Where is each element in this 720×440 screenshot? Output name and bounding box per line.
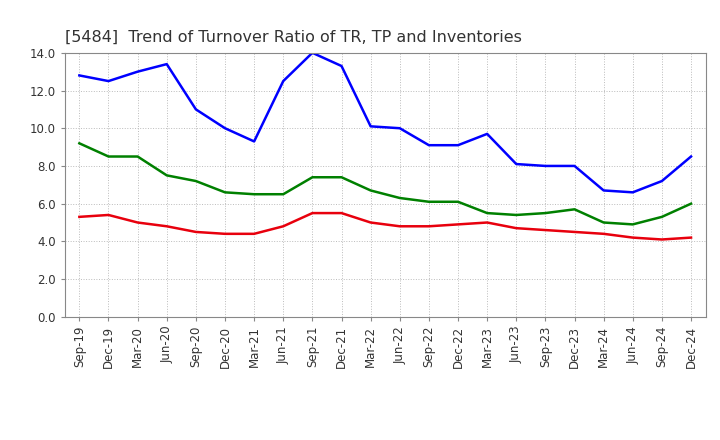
Inventories xyxy=(629,222,637,227)
Trade Receivables xyxy=(425,224,433,229)
Line: Trade Payables: Trade Payables xyxy=(79,53,691,192)
Trade Receivables xyxy=(75,214,84,220)
Trade Receivables xyxy=(483,220,492,225)
Trade Receivables xyxy=(512,226,521,231)
Trade Payables xyxy=(425,143,433,148)
Trade Receivables xyxy=(629,235,637,240)
Trade Payables xyxy=(192,107,200,112)
Trade Payables xyxy=(250,139,258,144)
Inventories xyxy=(337,175,346,180)
Trade Receivables xyxy=(279,224,287,229)
Trade Receivables xyxy=(250,231,258,236)
Trade Receivables xyxy=(220,231,229,236)
Line: Trade Receivables: Trade Receivables xyxy=(79,213,691,239)
Inventories xyxy=(250,191,258,197)
Inventories xyxy=(425,199,433,205)
Inventories xyxy=(279,191,287,197)
Trade Payables xyxy=(279,78,287,84)
Trade Payables xyxy=(541,163,550,169)
Trade Receivables xyxy=(308,210,317,216)
Inventories xyxy=(483,210,492,216)
Trade Payables xyxy=(366,124,375,129)
Trade Payables xyxy=(337,63,346,69)
Inventories xyxy=(657,214,666,220)
Inventories xyxy=(512,213,521,218)
Trade Receivables xyxy=(366,220,375,225)
Text: [5484]  Trend of Turnover Ratio of TR, TP and Inventories: [5484] Trend of Turnover Ratio of TR, TP… xyxy=(65,29,522,45)
Inventories xyxy=(687,201,696,206)
Inventories xyxy=(75,141,84,146)
Trade Payables xyxy=(657,178,666,183)
Inventories xyxy=(570,207,579,212)
Inventories xyxy=(104,154,113,159)
Trade Receivables xyxy=(599,231,608,236)
Trade Payables xyxy=(104,78,113,84)
Trade Receivables xyxy=(570,229,579,235)
Inventories xyxy=(366,188,375,193)
Trade Payables xyxy=(395,125,404,131)
Trade Receivables xyxy=(337,210,346,216)
Trade Receivables xyxy=(454,222,462,227)
Trade Payables xyxy=(133,69,142,74)
Trade Payables xyxy=(599,188,608,193)
Inventories xyxy=(599,220,608,225)
Trade Payables xyxy=(483,131,492,136)
Trade Payables xyxy=(75,73,84,78)
Trade Receivables xyxy=(192,229,200,235)
Inventories xyxy=(308,175,317,180)
Trade Payables xyxy=(163,62,171,67)
Inventories xyxy=(133,154,142,159)
Trade Payables xyxy=(570,163,579,169)
Trade Receivables xyxy=(395,224,404,229)
Trade Receivables xyxy=(657,237,666,242)
Inventories xyxy=(454,199,462,205)
Trade Payables xyxy=(454,143,462,148)
Trade Receivables xyxy=(133,220,142,225)
Trade Receivables xyxy=(687,235,696,240)
Trade Receivables xyxy=(104,213,113,218)
Inventories xyxy=(541,210,550,216)
Trade Receivables xyxy=(163,224,171,229)
Trade Payables xyxy=(687,154,696,159)
Inventories xyxy=(220,190,229,195)
Trade Payables xyxy=(512,161,521,167)
Line: Inventories: Inventories xyxy=(79,143,691,224)
Inventories xyxy=(192,178,200,183)
Trade Payables xyxy=(629,190,637,195)
Inventories xyxy=(163,173,171,178)
Inventories xyxy=(395,195,404,201)
Trade Payables xyxy=(220,125,229,131)
Trade Payables xyxy=(308,50,317,55)
Trade Receivables xyxy=(541,227,550,233)
